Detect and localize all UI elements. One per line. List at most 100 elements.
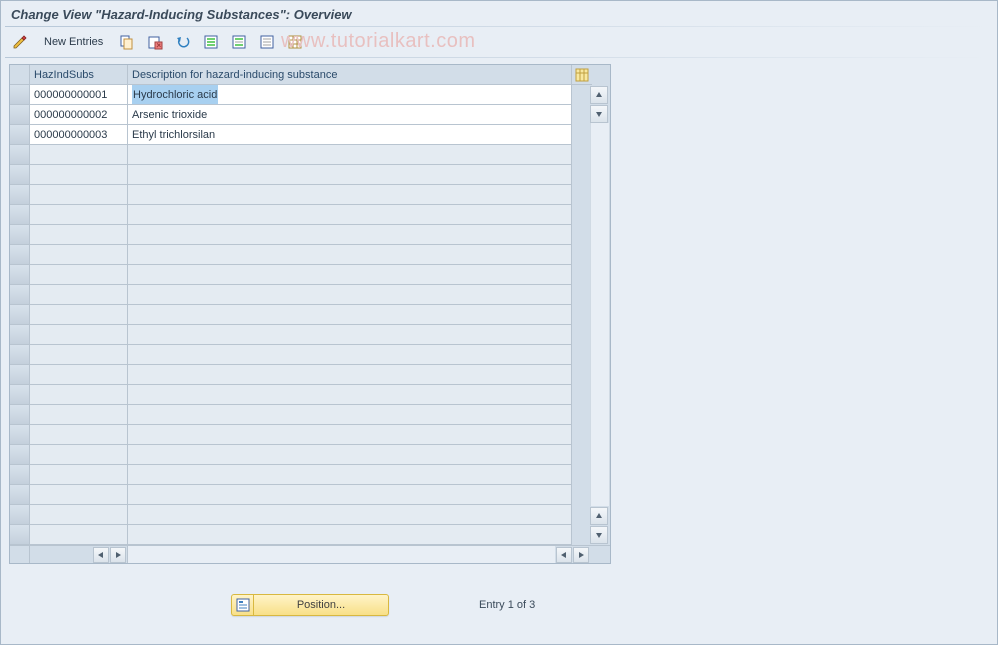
row-selector[interactable] xyxy=(10,525,30,545)
cell-desc[interactable] xyxy=(128,205,572,225)
row-selector[interactable] xyxy=(10,105,30,125)
data-table: HazIndSubs Description for hazard-induci… xyxy=(9,64,611,564)
row-selector-header[interactable] xyxy=(10,65,30,85)
scroll-track[interactable] xyxy=(590,123,610,506)
row-selector[interactable] xyxy=(10,245,30,265)
cell-id[interactable] xyxy=(30,165,128,185)
cell-id[interactable] xyxy=(30,205,128,225)
cell-id[interactable] xyxy=(30,245,128,265)
cell-desc[interactable]: Hydrochloric acid xyxy=(128,85,572,105)
scroll-up-button-2[interactable] xyxy=(590,507,608,525)
row-selector[interactable] xyxy=(10,325,30,345)
row-selector[interactable] xyxy=(10,145,30,165)
cell-id[interactable] xyxy=(30,465,128,485)
cell-desc[interactable] xyxy=(128,505,572,525)
cell-desc[interactable] xyxy=(128,245,572,265)
row-selector[interactable] xyxy=(10,225,30,245)
delete-button[interactable] xyxy=(142,31,168,53)
cell-desc[interactable] xyxy=(128,525,572,545)
cell-desc[interactable] xyxy=(128,325,572,345)
position-button[interactable]: Position... xyxy=(231,594,389,616)
table-row xyxy=(10,205,610,225)
table-row xyxy=(10,445,610,465)
row-selector[interactable] xyxy=(10,505,30,525)
cell-id[interactable] xyxy=(30,185,128,205)
deselect-all-button[interactable] xyxy=(254,31,280,53)
row-selector[interactable] xyxy=(10,425,30,445)
cell-id[interactable] xyxy=(30,425,128,445)
scroll-down-button-2[interactable] xyxy=(590,526,608,544)
cell-desc[interactable] xyxy=(128,345,572,365)
cell-desc[interactable] xyxy=(128,185,572,205)
table-settings-button[interactable] xyxy=(282,31,308,53)
scroll-left-button-2[interactable] xyxy=(556,547,572,563)
scroll-left-button[interactable] xyxy=(93,547,109,563)
scroll-right-button[interactable] xyxy=(110,547,126,563)
row-selector[interactable] xyxy=(10,205,30,225)
cell-desc[interactable] xyxy=(128,305,572,325)
column-header-desc[interactable]: Description for hazard-inducing substanc… xyxy=(128,65,572,85)
cell-desc[interactable] xyxy=(128,485,572,505)
row-selector[interactable] xyxy=(10,285,30,305)
copy-as-button[interactable] xyxy=(114,31,140,53)
cell-id[interactable] xyxy=(30,485,128,505)
new-entries-button[interactable]: New Entries xyxy=(35,31,112,53)
select-block-button[interactable] xyxy=(226,31,252,53)
cell-id[interactable] xyxy=(30,225,128,245)
row-selector[interactable] xyxy=(10,85,30,105)
undo-change-button[interactable] xyxy=(170,31,196,53)
row-selector[interactable] xyxy=(10,125,30,145)
cell-desc[interactable] xyxy=(128,285,572,305)
cell-desc[interactable]: Arsenic trioxide xyxy=(128,105,572,125)
cell-desc[interactable] xyxy=(128,225,572,245)
row-selector[interactable] xyxy=(10,405,30,425)
cell-id[interactable] xyxy=(30,285,128,305)
position-button-label: Position... xyxy=(254,599,388,611)
cell-id[interactable]: 000000000003 xyxy=(30,125,128,145)
row-selector[interactable] xyxy=(10,365,30,385)
row-selector[interactable] xyxy=(10,305,30,325)
cell-id[interactable] xyxy=(30,325,128,345)
cell-id[interactable] xyxy=(30,405,128,425)
cell-id[interactable] xyxy=(30,525,128,545)
row-selector[interactable] xyxy=(10,185,30,205)
cell-desc[interactable] xyxy=(128,145,572,165)
scroll-right-button-2[interactable] xyxy=(573,547,589,563)
cell-desc[interactable] xyxy=(128,425,572,445)
cell-id[interactable] xyxy=(30,345,128,365)
column-header-id[interactable]: HazIndSubs xyxy=(30,65,128,85)
cell-desc[interactable] xyxy=(128,165,572,185)
cell-desc[interactable] xyxy=(128,445,572,465)
content-area: HazIndSubs Description for hazard-induci… xyxy=(1,58,997,564)
cell-id[interactable] xyxy=(30,445,128,465)
row-selector[interactable] xyxy=(10,445,30,465)
toggle-display-change-button[interactable] xyxy=(7,31,33,53)
cell-id[interactable] xyxy=(30,365,128,385)
row-selector[interactable] xyxy=(10,345,30,365)
cell-desc[interactable] xyxy=(128,265,572,285)
triangle-right-icon xyxy=(577,551,585,559)
cell-desc[interactable]: Ethyl trichlorsilan xyxy=(128,125,572,145)
cell-desc[interactable] xyxy=(128,365,572,385)
cell-desc[interactable] xyxy=(128,405,572,425)
cell-id[interactable] xyxy=(30,305,128,325)
hscroll-track[interactable] xyxy=(128,546,555,563)
watermark: www.tutorialkart.com xyxy=(281,30,476,53)
scroll-down-button[interactable] xyxy=(590,105,608,123)
cell-desc[interactable] xyxy=(128,465,572,485)
cell-id[interactable] xyxy=(30,385,128,405)
scroll-up-button[interactable] xyxy=(590,86,608,104)
cell-id[interactable] xyxy=(30,505,128,525)
row-selector[interactable] xyxy=(10,385,30,405)
cell-desc[interactable] xyxy=(128,385,572,405)
select-all-button[interactable] xyxy=(198,31,224,53)
table-config-button[interactable] xyxy=(572,65,592,85)
row-selector[interactable] xyxy=(10,485,30,505)
cell-id[interactable] xyxy=(30,145,128,165)
row-selector[interactable] xyxy=(10,465,30,485)
row-selector[interactable] xyxy=(10,265,30,285)
cell-id[interactable] xyxy=(30,265,128,285)
row-selector[interactable] xyxy=(10,165,30,185)
cell-id[interactable]: 000000000001 xyxy=(30,85,128,105)
cell-id[interactable]: 000000000002 xyxy=(30,105,128,125)
